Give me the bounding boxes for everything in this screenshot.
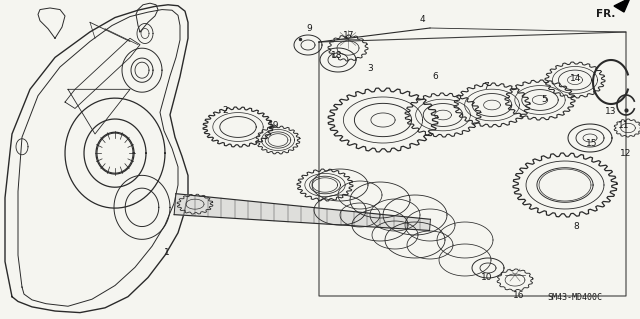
Text: 16: 16 <box>513 291 524 300</box>
Text: 14: 14 <box>570 74 581 83</box>
Text: 3: 3 <box>367 64 372 73</box>
Text: 17: 17 <box>343 31 355 40</box>
Text: 10: 10 <box>481 273 492 282</box>
Text: 6: 6 <box>433 72 438 81</box>
Text: 11: 11 <box>618 121 630 130</box>
Text: 12: 12 <box>620 149 632 158</box>
Text: 19: 19 <box>268 121 280 130</box>
Polygon shape <box>174 194 431 230</box>
Text: 18: 18 <box>331 51 342 60</box>
Text: 13: 13 <box>605 107 616 116</box>
Text: 5: 5 <box>541 95 547 104</box>
Text: 4: 4 <box>420 15 425 24</box>
Text: 2: 2 <box>223 106 228 115</box>
Polygon shape <box>614 0 630 12</box>
Text: 9: 9 <box>307 24 312 33</box>
Text: 15: 15 <box>586 139 598 148</box>
Text: 1: 1 <box>164 248 169 256</box>
Text: FR.: FR. <box>596 9 616 19</box>
Text: 8: 8 <box>573 222 579 231</box>
Text: SM43-MD400C: SM43-MD400C <box>547 293 602 302</box>
Text: 7: 7 <box>484 82 489 91</box>
